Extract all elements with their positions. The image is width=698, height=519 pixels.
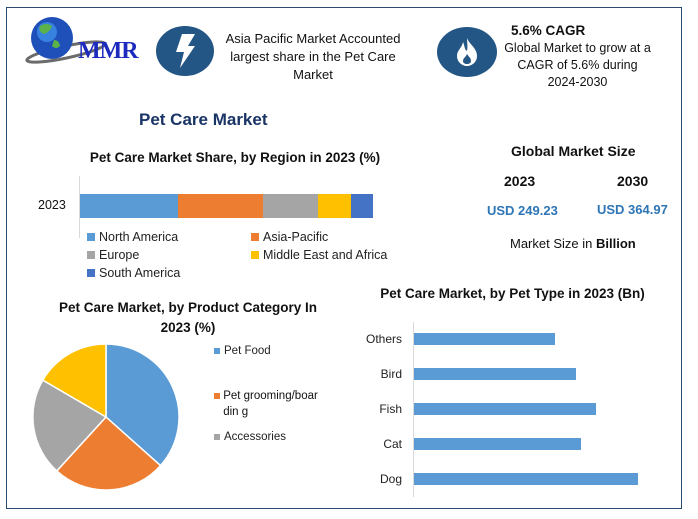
infographic-frame — [6, 7, 682, 509]
region-chart-title: Pet Care Market Share, by Region in 2023… — [89, 150, 381, 165]
legend-europe: Europe — [87, 248, 139, 262]
globe-icon — [25, 17, 107, 64]
legend-south-america: South America — [87, 266, 180, 280]
flame-icon — [437, 27, 497, 77]
pet-bar-fish — [414, 403, 596, 415]
bar-segment-europe — [263, 194, 318, 218]
highlight-1-text: Asia Pacific Market Accounted largest sh… — [225, 31, 401, 82]
pet-type-y-axis — [413, 322, 414, 497]
market-size-title: Global Market Size — [511, 143, 636, 159]
pie-slice-others — [41, 343, 107, 419]
pet-label-cat: Cat — [383, 437, 402, 451]
legend-pet-food: Pet Food — [214, 345, 271, 357]
pet-bar-cat — [414, 438, 581, 450]
legend-grooming: Pet grooming/boardin g — [214, 388, 324, 420]
logo-text: MMR — [78, 38, 139, 64]
pet-bar-dog — [414, 473, 638, 485]
market-value-2023: USD 249.23 — [487, 203, 558, 218]
product-pie-chart — [32, 343, 180, 491]
region-year-label: 2023 — [38, 198, 66, 212]
lightning-bolt-icon — [156, 26, 214, 76]
pet-label-fish: Fish — [379, 402, 402, 416]
region-y-axis — [79, 176, 80, 238]
pet-label-others: Others — [365, 332, 402, 346]
cagr-title: 5.6% CAGR — [511, 23, 586, 38]
bar-segment-north-america — [80, 194, 178, 218]
legend-mea: Middle East and Africa — [251, 248, 387, 262]
region-stacked-bar — [80, 194, 373, 218]
market-year-2023: 2023 — [504, 173, 536, 189]
pet-type-chart-title: Pet Care Market, by Pet Type in 2023 (Bn… — [380, 286, 645, 301]
product-chart-title: Pet Care Market, by Product Category In … — [58, 300, 318, 335]
pie-slice-pet-food — [105, 343, 180, 467]
market-size-note: Market Size in Billion — [510, 236, 636, 251]
market-value-2030: USD 364.97 — [597, 202, 668, 217]
mmr-logo: MMR — [14, 14, 144, 66]
page-title: Pet Care Market — [139, 110, 268, 129]
pet-bar-bird — [414, 368, 576, 380]
legend-north-america: North America — [87, 230, 178, 244]
legend-accessories: Accessories — [214, 431, 286, 443]
pet-bar-others — [414, 333, 555, 345]
bar-segment-asia-pacific — [178, 194, 263, 218]
market-year-2030: 2030 — [617, 173, 649, 189]
cagr-text: Global Market to grow at a CAGR of 5.6% … — [504, 41, 651, 89]
pet-label-dog: Dog — [379, 472, 402, 486]
pie-slice-grooming — [55, 415, 162, 491]
legend-asia-pacific: Asia-Pacific — [251, 230, 328, 244]
pie-slice-accessories — [32, 379, 108, 472]
pet-label-bird: Bird — [380, 367, 402, 381]
bar-segment-south-america — [351, 194, 373, 218]
bar-segment-mea — [318, 194, 351, 218]
